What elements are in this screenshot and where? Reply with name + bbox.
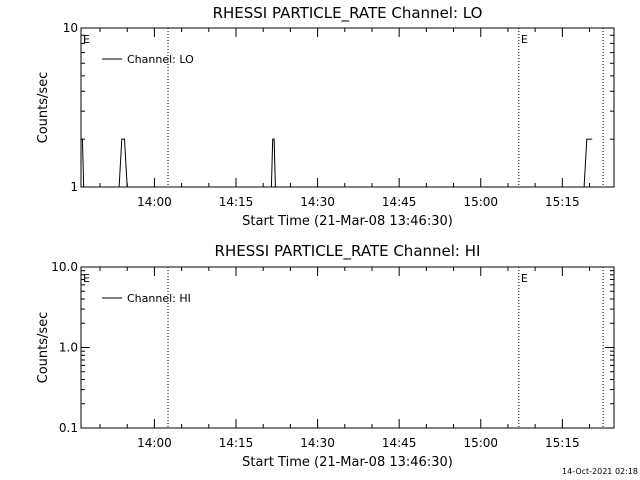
y-tick-label: 10.0 [51, 260, 78, 274]
chart-title: RHESSI PARTICLE_RATE Channel: LO [213, 4, 483, 23]
y-tick-label: 1 [70, 180, 78, 194]
x-axis-label: Start Time (21-Mar-08 13:46:30) [242, 455, 453, 470]
y-axis-label: Counts/sec [36, 312, 51, 384]
x-tick-label: 14:00 [137, 195, 172, 209]
event-marker-label: E [521, 272, 528, 285]
x-tick-label: 14:45 [382, 195, 417, 209]
hi-channel-plot: RHESSI PARTICLE_RATE Channel: HI Start Ti… [36, 242, 615, 470]
y-tick-label: 0.1 [59, 421, 78, 435]
event-marker-label: E [83, 33, 90, 46]
x-tick-label: 15:00 [463, 436, 498, 450]
x-axis-label: Start Time (21-Mar-08 13:46:30) [242, 214, 453, 229]
series-line [81, 138, 593, 188]
footer-timestamp: 14-Oct-2021 02:18 [562, 467, 638, 476]
x-tick-label: 14:30 [300, 436, 335, 450]
x-tick-label: 15:00 [463, 195, 498, 209]
x-tick-label: 14:15 [219, 436, 254, 450]
lo-channel-plot: RHESSI PARTICLE_RATE Channel: LO Start Ti… [36, 4, 615, 229]
x-tick-label: 15:15 [545, 195, 580, 209]
event-marker-label: E [83, 272, 90, 285]
x-tick-label: 14:15 [219, 195, 254, 209]
y-axis-label: Counts/sec [36, 72, 51, 144]
plot-frame [80, 27, 615, 188]
chart-title: RHESSI PARTICLE_RATE Channel: HI [215, 242, 481, 261]
x-tick-label: 15:15 [545, 436, 580, 450]
x-tick-label: 14:45 [382, 436, 417, 450]
legend-label: Channel: HI [127, 292, 191, 305]
legend-label: Channel: LO [127, 53, 194, 66]
y-tick-label: 1.0 [59, 341, 78, 355]
x-tick-label: 14:00 [137, 436, 172, 450]
y-tick-label: 10 [63, 21, 78, 35]
x-tick-label: 14:30 [300, 195, 335, 209]
event-marker-label: E [521, 33, 528, 46]
